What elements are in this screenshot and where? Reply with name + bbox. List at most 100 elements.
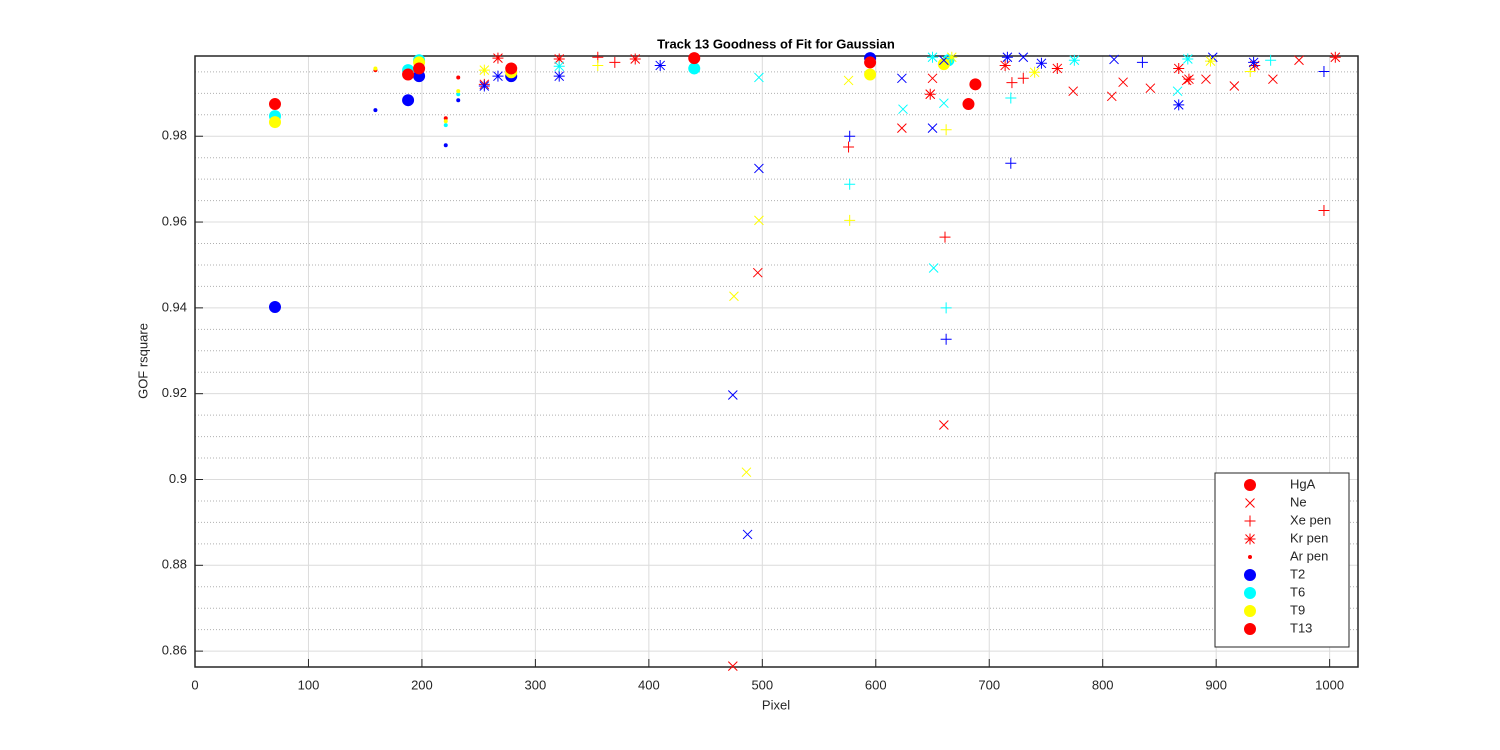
point-cross xyxy=(897,73,907,84)
point-cross xyxy=(1118,77,1128,88)
point-dot xyxy=(456,75,461,80)
legend-marker xyxy=(1244,623,1256,635)
point-circle xyxy=(268,98,281,111)
point-star xyxy=(1001,51,1013,63)
legend-label: T2 xyxy=(1290,566,1305,581)
point-cross xyxy=(1106,91,1117,102)
point-circle xyxy=(688,62,701,75)
point-cross xyxy=(754,215,764,226)
point-star xyxy=(492,52,504,64)
point-circle xyxy=(402,68,415,81)
point-star xyxy=(492,70,504,82)
point-star xyxy=(1182,53,1194,65)
point-plus xyxy=(1244,65,1256,77)
point-plus xyxy=(843,141,855,153)
legend-label: Xe pen xyxy=(1290,512,1331,527)
y-tick-label: 0.86 xyxy=(162,643,187,658)
legend-marker xyxy=(1244,605,1256,617)
x-axis-label: Pixel xyxy=(762,697,790,712)
x-tick-label: 200 xyxy=(411,677,433,692)
point-cross xyxy=(1201,74,1211,85)
point-cross xyxy=(754,72,764,83)
y-tick-label: 0.92 xyxy=(162,385,187,400)
point-plus xyxy=(1017,72,1029,84)
point-plus xyxy=(844,214,856,226)
legend-label: T13 xyxy=(1290,620,1312,635)
point-cross xyxy=(1229,81,1240,91)
point-circle xyxy=(864,68,877,81)
point-plus xyxy=(1005,92,1017,104)
point-star xyxy=(553,53,565,65)
point-cross xyxy=(939,420,949,430)
point-cross xyxy=(1068,86,1079,97)
point-plus xyxy=(940,124,952,136)
point-dot xyxy=(373,108,378,113)
plot-frame xyxy=(194,55,1359,668)
point-star xyxy=(1173,62,1185,74)
point-cross xyxy=(1181,75,1192,86)
legend-box xyxy=(1214,472,1350,648)
legend-label: Kr pen xyxy=(1290,530,1328,545)
point-dot xyxy=(456,92,461,97)
point-plus xyxy=(1318,204,1330,216)
x-tick-label: 600 xyxy=(865,677,887,692)
point-star xyxy=(924,88,936,100)
point-plus xyxy=(1265,54,1277,66)
point-plus xyxy=(844,178,856,190)
legend-marker xyxy=(1244,533,1256,545)
point-star xyxy=(927,51,939,63)
point-plus xyxy=(844,130,856,142)
legend-label: Ne xyxy=(1290,494,1307,509)
y-tick-label: 0.88 xyxy=(162,557,187,572)
x-tick-label: 900 xyxy=(1205,677,1227,692)
point-cross xyxy=(843,75,854,86)
point-cross xyxy=(752,267,763,278)
point-plus xyxy=(939,231,951,243)
point-cross xyxy=(898,104,908,115)
point-dot xyxy=(456,89,461,94)
point-star xyxy=(1329,51,1341,63)
point-plus xyxy=(1006,77,1018,89)
point-cross xyxy=(742,529,753,540)
x-tick-label: 100 xyxy=(298,677,320,692)
point-dot xyxy=(443,116,448,121)
point-circle xyxy=(268,301,281,314)
point-star xyxy=(1051,62,1063,74)
point-star xyxy=(1035,57,1047,69)
x-tick-label: 700 xyxy=(978,677,1000,692)
point-dot xyxy=(443,119,448,124)
legend-marker xyxy=(1244,479,1256,491)
x-tick-label: 800 xyxy=(1092,677,1114,692)
point-cross xyxy=(727,661,738,671)
legend-marker xyxy=(1244,569,1256,581)
point-cross xyxy=(1294,55,1304,66)
point-star xyxy=(1068,54,1080,66)
x-tick-label: 400 xyxy=(638,677,660,692)
legend-label: HgA xyxy=(1290,476,1316,491)
point-star xyxy=(654,59,666,71)
point-plus xyxy=(1136,56,1148,68)
point-star xyxy=(629,53,641,65)
point-cross xyxy=(1268,74,1278,85)
legend-label: T6 xyxy=(1290,584,1305,599)
legend-marker xyxy=(1244,515,1256,527)
point-star xyxy=(1249,59,1261,71)
x-tick-label: 300 xyxy=(525,677,547,692)
point-circle xyxy=(413,62,426,75)
point-cross xyxy=(928,263,939,273)
point-plus xyxy=(592,59,604,71)
y-tick-label: 0.98 xyxy=(162,128,187,143)
point-star xyxy=(1248,56,1260,68)
point-cross xyxy=(741,467,752,478)
y-tick-label: 0.96 xyxy=(162,213,187,228)
point-star xyxy=(553,60,565,72)
point-circle xyxy=(937,58,950,71)
point-dot xyxy=(373,66,378,71)
point-plus xyxy=(940,333,952,345)
point-star xyxy=(1183,73,1195,85)
point-star xyxy=(1029,66,1041,78)
point-dot xyxy=(443,143,448,148)
point-cross xyxy=(754,163,764,174)
point-cross xyxy=(927,123,938,133)
